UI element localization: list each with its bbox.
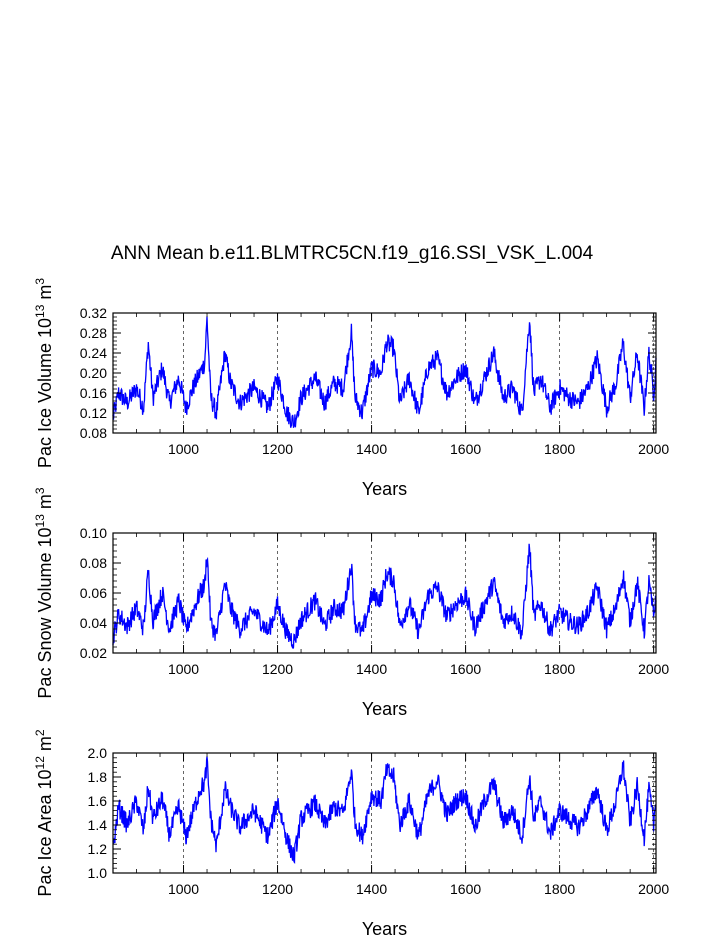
y-tick-label: 0.08: [80, 555, 107, 571]
plot-frame: [112, 752, 657, 874]
x-tick-label: 1000: [168, 441, 199, 457]
y-tick-label: 1.0: [88, 865, 108, 881]
x-tick-label: 1000: [168, 881, 199, 897]
y-tick-label: 1.6: [88, 793, 108, 809]
x-tick-label: 1400: [356, 441, 387, 457]
y-tick-label: 0.06: [80, 585, 107, 601]
pac-snow-volume-panel: 1000 1200 1400 1600 1800 2000 0.02 0.04 0.06 0.08…: [33, 487, 669, 719]
x-tick-label: 1200: [262, 441, 293, 457]
x-tick-label: 1800: [544, 881, 575, 897]
x-tick-label: 1600: [450, 441, 481, 457]
y-tick-label: 2.0: [88, 745, 108, 761]
plot-frame: [112, 312, 657, 434]
x-tick-label: 1400: [356, 661, 387, 677]
pac-ice-area-series-line: [112, 756, 657, 865]
pac-ice-volume-series-line: [112, 316, 657, 428]
y-axis-label: Pac Snow Volume 1013 m3: [33, 487, 55, 698]
x-tick-label: 1800: [544, 441, 575, 457]
y-tick-label: 0.32: [80, 305, 107, 321]
x-tick-label: 1400: [356, 881, 387, 897]
x-tick-label: 1000: [168, 661, 199, 677]
y-axis-label: Pac Ice Volume 1013 m3: [33, 278, 55, 468]
x-axis-label: Years: [362, 699, 407, 719]
x-tick-label: 1800: [544, 661, 575, 677]
pac-snow-volume-series-line: [112, 543, 657, 649]
pac-ice-area-panel: 1000 1200 1400 1600 1800 2000 1.0 1.2 1.4 1.6 1.8 2…: [33, 729, 669, 935]
y-tick-label: 1.8: [88, 769, 108, 785]
x-tick-label: 1600: [450, 661, 481, 677]
x-tick-label: 2000: [638, 881, 669, 897]
y-tick-label: 0.24: [80, 345, 107, 361]
y-tick-label: 0.12: [80, 405, 107, 421]
x-tick-label: 2000: [638, 661, 669, 677]
x-axis-label: Years: [362, 919, 407, 935]
y-tick-label: 0.16: [80, 385, 107, 401]
y-tick-label: 0.08: [80, 425, 107, 441]
y-tick-label: 0.28: [80, 325, 107, 341]
x-tick-label: 2000: [638, 441, 669, 457]
figure-title: ANN Mean b.e11.BLMTRC5CN.f19_g16.SSI_VSK…: [111, 243, 594, 264]
x-tick-label: 1200: [262, 661, 293, 677]
y-tick-label: 0.10: [80, 525, 107, 541]
y-tick-label: 1.2: [88, 841, 108, 857]
plot-frame: [112, 532, 657, 654]
pac-ice-volume-panel: 1000 1200 1400 1600 1800 2000 0.08 0.12 0.16 0.20…: [33, 278, 669, 499]
x-tick-label: 1600: [450, 881, 481, 897]
y-tick-label: 0.20: [80, 365, 107, 381]
y-tick-label: 0.04: [80, 615, 107, 631]
y-axis-label: Pac Ice Area 1012 m2: [33, 729, 55, 896]
y-tick-label: 1.4: [88, 817, 108, 833]
x-axis-label: Years: [362, 479, 407, 499]
x-tick-label: 1200: [262, 881, 293, 897]
y-tick-label: 0.02: [80, 645, 107, 661]
